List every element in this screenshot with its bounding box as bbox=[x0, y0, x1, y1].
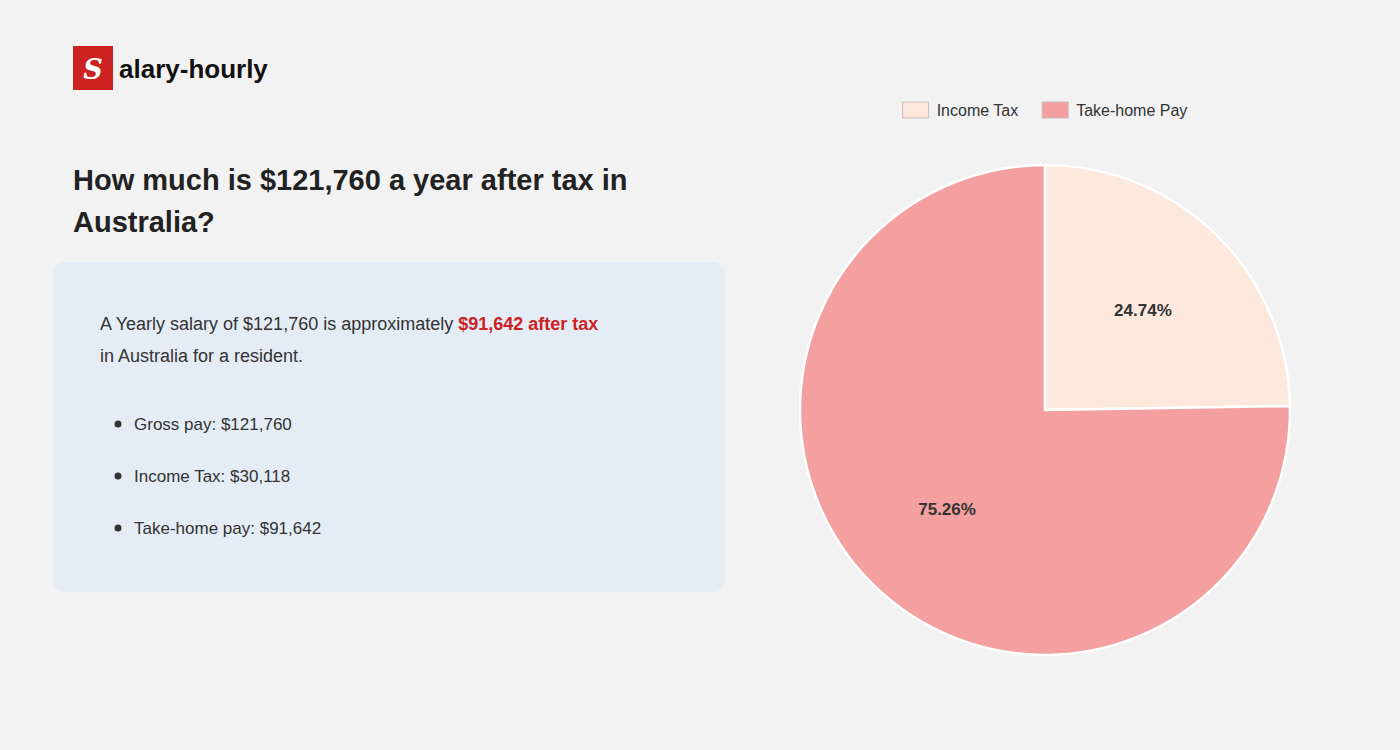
title: How much is $121,760 a year after tax in… bbox=[73, 164, 628, 238]
bullet-text: Gross pay: $121,760 bbox=[134, 415, 292, 434]
chart-root: Salary-hourly How much is $121,760 a year… bbox=[0, 0, 1400, 750]
info-text: in Australia for a resident. bbox=[100, 346, 303, 366]
title-line: How much is $121,760 a year after tax in bbox=[73, 164, 628, 196]
bullet-dot bbox=[115, 421, 122, 428]
legend-swatch bbox=[1042, 102, 1068, 118]
logo-text: alary-hourly bbox=[119, 54, 268, 84]
legend-swatch bbox=[903, 102, 929, 118]
logo-box bbox=[73, 46, 113, 90]
pie bbox=[800, 165, 1290, 655]
info-text-part: $91,642 after tax bbox=[458, 314, 598, 334]
pie-label: 24.74% bbox=[1114, 301, 1172, 320]
pie-slice bbox=[800, 165, 1290, 655]
pie-slice bbox=[1045, 165, 1290, 410]
bullet-text: Take-home pay: $91,642 bbox=[134, 519, 321, 538]
bullet-dot bbox=[115, 473, 122, 480]
bullet-dot bbox=[115, 525, 122, 532]
legend: Income Tax Take-home Pay bbox=[903, 102, 1188, 119]
logo-mark: S bbox=[83, 54, 103, 85]
background bbox=[0, 0, 1400, 750]
legend-label: Take-home Pay bbox=[1076, 102, 1187, 119]
pie-labels: 24.74% 75.26% bbox=[918, 301, 1172, 519]
info-text-part: A Yearly salary of $121,760 is approxima… bbox=[100, 314, 458, 334]
title-line: Australia? bbox=[73, 206, 215, 238]
info-box bbox=[53, 262, 725, 592]
bullet-text: Income Tax: $30,118 bbox=[134, 467, 290, 486]
pie-label: 75.26% bbox=[918, 500, 976, 519]
info-text: A Yearly salary of $121,760 is approxima… bbox=[100, 314, 598, 334]
legend-label: Income Tax bbox=[937, 102, 1019, 119]
